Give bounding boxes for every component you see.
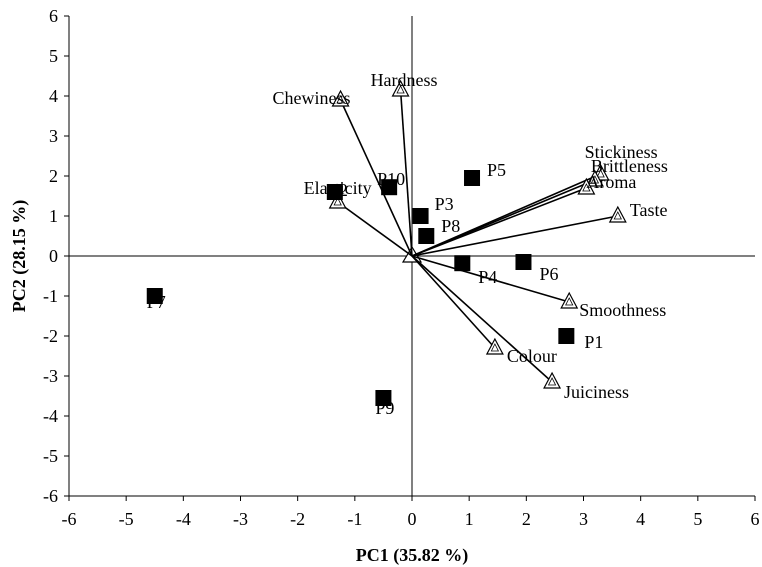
- point-label: P1: [584, 332, 603, 352]
- y-tick-labels: -6 -5 -4 -3 -2 -1 0 1 2 3 4 5 6: [43, 6, 69, 506]
- point-label: Brittleness: [591, 156, 668, 176]
- y-tick-label: 5: [49, 46, 58, 66]
- triangle-marker: [331, 89, 350, 107]
- vector-line: [411, 187, 587, 257]
- square-marker: [375, 390, 392, 406]
- y-axis-title: PC2 (28.15 %): [9, 200, 30, 312]
- vector-line: [411, 255, 570, 303]
- triangle-marker-inner: [596, 169, 605, 178]
- triangle-marker-inner: [590, 175, 600, 184]
- square-marker: [464, 170, 481, 186]
- x-tick-labels: -6 -5 -4 -3 -2 -1 0 1 2 3 4 5 6: [62, 496, 760, 529]
- triangle-marker-inner: [613, 211, 622, 220]
- point-label: Smoothness: [579, 300, 666, 320]
- triangle-marker: [560, 291, 579, 309]
- triangle-marker: [485, 337, 504, 355]
- triangle-marker-inner: [396, 85, 405, 94]
- point-label: P4: [478, 267, 497, 287]
- point-label: Hardness: [371, 70, 438, 90]
- x-tick-label: 0: [408, 509, 417, 529]
- y-tick-label: 6: [49, 6, 58, 26]
- point-label: Stickiness: [585, 142, 658, 162]
- triangle-marker-inner: [490, 343, 500, 352]
- point-label: Chewiness: [273, 88, 351, 108]
- square-marker: [418, 228, 435, 244]
- vector-line: [411, 215, 618, 257]
- x-tick-label: -4: [176, 509, 191, 529]
- vector-line: [337, 201, 413, 257]
- x-axis-title: PC1 (35.82 %): [356, 545, 468, 566]
- vector-line: [411, 255, 496, 349]
- square-marker: [454, 255, 471, 272]
- y-tick-label: 0: [49, 246, 58, 266]
- triangle-marker-inner: [333, 197, 342, 206]
- y-tick-label: 1: [49, 206, 58, 226]
- point-label: P10: [377, 169, 405, 189]
- y-tick-label: -4: [43, 406, 58, 426]
- square-marker: [515, 254, 532, 270]
- point-label: P6: [539, 264, 558, 284]
- point-label: P7: [147, 292, 166, 312]
- y-tick-label: -2: [43, 326, 58, 346]
- x-tick-label: -5: [119, 509, 134, 529]
- y-tick-label: -5: [43, 446, 58, 466]
- square-marker: [381, 179, 398, 196]
- attribute-vectors: [328, 79, 627, 389]
- y-tick-label: 3: [49, 126, 58, 146]
- vector-line: [339, 99, 413, 257]
- triangle-marker-inner: [582, 183, 591, 192]
- x-tick-label: 1: [465, 509, 474, 529]
- point-label: P8: [441, 216, 460, 236]
- triangle-marker: [543, 371, 562, 389]
- triangle-marker-inner: [336, 95, 345, 104]
- square-marker: [146, 288, 163, 304]
- x-tick-label: -6: [62, 509, 77, 529]
- x-tick-label: 3: [579, 509, 588, 529]
- triangle-marker: [585, 169, 604, 187]
- point-label: Elasticity: [304, 178, 372, 198]
- point-labels: P1 P2 P3 P4 P5 P6 P7 P8 P9 P10 Chewiness Hardness El…: [147, 70, 668, 418]
- point-label: P5: [487, 160, 506, 180]
- triangle-marker: [608, 205, 627, 223]
- y-tick-label: -6: [43, 486, 58, 506]
- point-label: Taste: [630, 200, 668, 220]
- x-tick-label: -1: [347, 509, 362, 529]
- triangle-marker: [391, 79, 410, 97]
- point-label: P3: [435, 194, 454, 214]
- triangle-marker: [577, 177, 596, 195]
- x-tick-label: 2: [522, 509, 531, 529]
- point-label: Aroma: [586, 172, 636, 192]
- square-marker: [412, 208, 429, 224]
- square-marker: [558, 328, 575, 344]
- y-tick-label: -1: [43, 286, 58, 306]
- point-label: P2: [329, 180, 348, 200]
- x-tick-label: 5: [693, 509, 702, 529]
- point-label: P9: [375, 398, 394, 418]
- y-tick-label: -3: [43, 366, 58, 386]
- y-tick-label: 4: [49, 86, 58, 106]
- triangle-marker-inner: [547, 377, 557, 386]
- x-tick-label: 6: [751, 509, 760, 529]
- data-markers: [146, 170, 575, 406]
- square-marker: [326, 184, 343, 200]
- point-label: Colour: [507, 346, 557, 366]
- x-tick-label: -3: [233, 509, 248, 529]
- triangle-marker: [328, 191, 347, 209]
- y-tick-label: 2: [49, 166, 58, 186]
- point-label: Juiciness: [564, 382, 629, 402]
- vector-line: [399, 89, 413, 257]
- x-tick-label: -2: [290, 509, 305, 529]
- triangle-marker-inner: [565, 297, 574, 306]
- x-tick-label: 4: [636, 509, 645, 529]
- vector-line: [411, 255, 553, 383]
